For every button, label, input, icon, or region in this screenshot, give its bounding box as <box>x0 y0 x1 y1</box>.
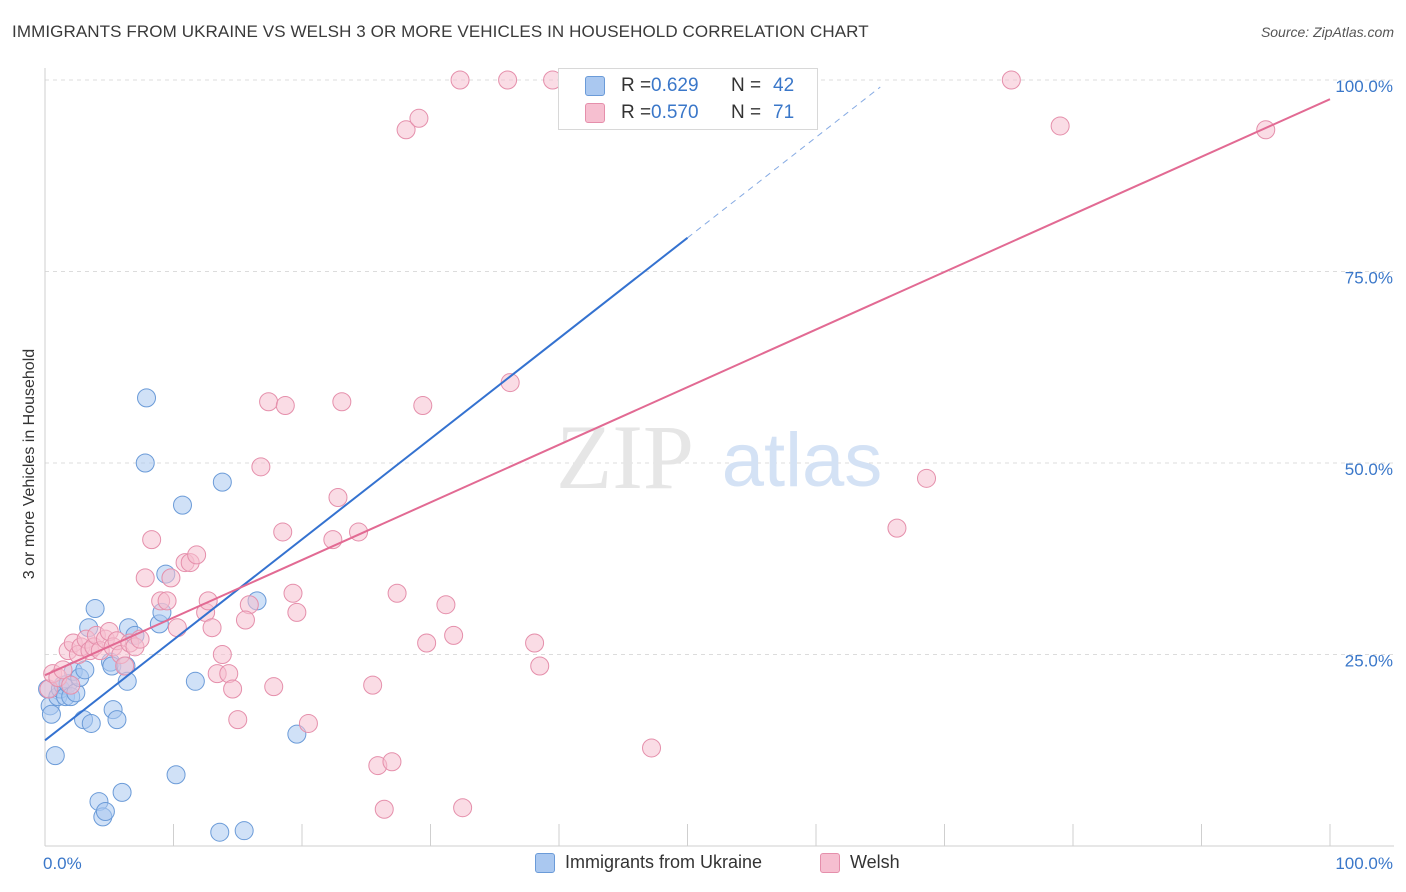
welsh-point <box>275 396 295 416</box>
welsh-point <box>387 583 407 603</box>
legend-n-value-welsh: 71 <box>773 102 795 123</box>
chart-title: IMMIGRANTS FROM UKRAINE VS WELSH 3 OR MO… <box>12 22 869 41</box>
source-label: Source: ZipAtlas.com <box>1260 24 1394 40</box>
ukraine-point <box>85 599 105 619</box>
welsh-point <box>413 396 433 416</box>
welsh-point <box>382 752 402 772</box>
legend-label-welsh: Welsh <box>850 852 900 872</box>
welsh-point <box>235 610 255 630</box>
legend-n-label: N = <box>731 75 762 96</box>
welsh-point <box>273 522 293 542</box>
y-tick-label: 100.0% <box>1335 77 1393 96</box>
welsh-point <box>363 675 383 695</box>
welsh-point <box>1050 116 1070 136</box>
welsh-point <box>417 633 437 653</box>
welsh-point <box>202 618 222 638</box>
welsh-swatch <box>820 853 840 873</box>
ukraine-point <box>234 821 254 841</box>
ukraine-point <box>112 782 132 802</box>
trend-lines <box>44 86 1331 742</box>
welsh-point <box>298 713 318 733</box>
ukraine-point <box>81 713 101 733</box>
welsh-point <box>332 392 352 412</box>
welsh-point <box>187 545 207 565</box>
ukraine-point <box>210 822 230 842</box>
welsh-point <box>259 392 279 412</box>
welsh-point <box>61 675 81 695</box>
welsh-point <box>198 591 218 611</box>
welsh-point <box>642 738 662 758</box>
welsh-point <box>283 583 303 603</box>
x-tick-label-min: 0.0% <box>43 854 82 873</box>
welsh-point <box>1001 70 1021 90</box>
welsh-point <box>887 518 907 538</box>
welsh-point <box>525 633 545 653</box>
watermark-zip: ZIP <box>556 406 694 508</box>
y-tick-label: 75.0% <box>1345 269 1393 288</box>
welsh-trend-line <box>44 98 1331 677</box>
tick-labels: 25.0% 50.0% 75.0% 100.0% 0.0% 100.0% <box>43 77 1393 873</box>
welsh-swatch <box>585 103 605 123</box>
welsh-point <box>917 468 937 488</box>
ukraine-swatch <box>535 853 555 873</box>
watermark: ZIP atlas <box>556 406 882 508</box>
welsh-point <box>530 656 550 676</box>
ukraine-point <box>135 453 155 473</box>
welsh-point <box>142 530 162 550</box>
x-tick-label-max: 100.0% <box>1335 854 1393 873</box>
welsh-point <box>223 679 243 699</box>
ukraine-swatch <box>585 76 605 96</box>
legend-label-ukraine: Immigrants from Ukraine <box>565 852 763 872</box>
welsh-point <box>228 710 248 730</box>
ukraine-point <box>45 746 65 766</box>
grid-lines <box>45 79 1394 655</box>
welsh-point <box>212 645 232 664</box>
welsh-point <box>374 799 394 819</box>
legend-n-label: N = <box>731 102 762 123</box>
welsh-point <box>135 568 155 588</box>
welsh-point <box>444 625 464 645</box>
legend-r-label: R = <box>621 75 652 96</box>
welsh-point <box>450 70 470 90</box>
welsh-point <box>157 591 177 611</box>
welsh-point <box>264 677 284 697</box>
welsh-point <box>328 487 348 507</box>
ukraine-point <box>185 671 205 691</box>
welsh-point <box>453 798 473 818</box>
welsh-point <box>115 656 135 676</box>
ukraine-point <box>212 472 232 492</box>
y-tick-label: 50.0% <box>1345 460 1393 479</box>
ukraine-point <box>172 495 192 515</box>
welsh-points <box>39 70 1276 819</box>
welsh-point <box>498 70 518 90</box>
ukraine-point <box>137 388 157 408</box>
correlation-legend: R = 0.629 N = 42 R = 0.570 N = 71 <box>558 68 818 130</box>
ukraine-trend-line <box>44 237 689 742</box>
welsh-point <box>436 595 456 615</box>
ukraine-point <box>41 704 61 724</box>
legend-n-value-ukraine: 42 <box>773 75 795 96</box>
axes <box>44 68 1394 847</box>
legend-r-value-ukraine: 0.629 <box>651 75 699 96</box>
ukraine-point <box>166 765 186 785</box>
welsh-point <box>161 568 181 588</box>
welsh-point <box>409 108 429 128</box>
legend-r-value-welsh: 0.570 <box>651 102 699 123</box>
welsh-point <box>251 457 271 477</box>
ukraine-point <box>107 710 127 730</box>
welsh-point <box>396 120 416 140</box>
legend-r-label: R = <box>621 102 652 123</box>
ukraine-point <box>95 802 115 822</box>
ukraine-trend-extension <box>687 86 881 239</box>
watermark-atlas: atlas <box>722 418 883 503</box>
y-tick-label: 25.0% <box>1345 652 1393 671</box>
welsh-point <box>287 602 307 622</box>
welsh-point <box>167 618 187 638</box>
